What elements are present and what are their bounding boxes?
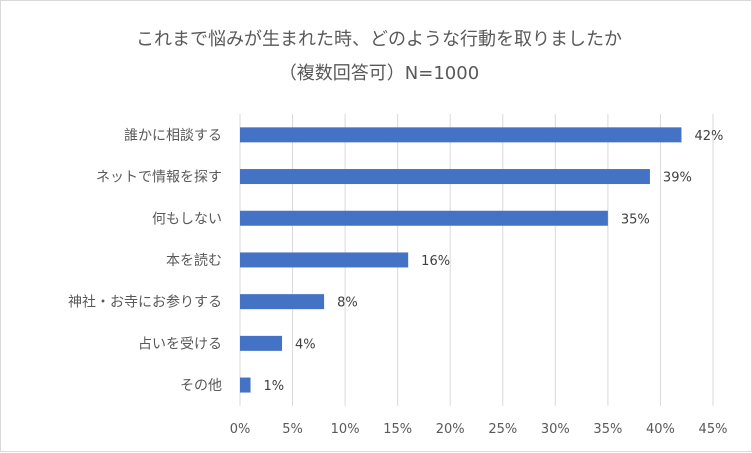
category-label: その他 (180, 378, 222, 394)
data-label: 16% (421, 254, 450, 269)
category-label: 神社・お寺にお参りする (68, 294, 222, 311)
category-label: ネットで情報を探す (96, 170, 222, 186)
bar (240, 335, 283, 351)
x-tick-label: 15% (383, 422, 412, 437)
x-tick-label: 35% (593, 422, 622, 437)
data-label: 4% (295, 337, 316, 352)
category-label: 占いを受ける (138, 336, 222, 352)
gridlines (239, 114, 714, 406)
x-tick-label: 5% (282, 422, 303, 437)
chart-subtitle: （複数回答可）N=1000 (279, 63, 479, 84)
category-label: 本を読む (166, 252, 222, 269)
data-label: 42% (694, 129, 723, 144)
x-tick-labels: 0% 5% 10% 15% 20% 25% 30% 35% 40% 45% (230, 422, 728, 437)
bar (240, 210, 608, 226)
bar (240, 294, 325, 310)
bar (240, 169, 650, 185)
category-label: 誰かに相談する (124, 128, 222, 144)
data-label: 39% (663, 171, 692, 186)
x-tick-label: 20% (436, 422, 465, 437)
bar (240, 377, 251, 393)
x-tick-label: 0% (230, 422, 251, 437)
chart-title: これまで悩みが生まれた時、どのような行動を取りましたか (136, 29, 622, 50)
x-tick-label: 30% (541, 422, 570, 437)
category-label: 何もしない (152, 211, 222, 227)
x-tick-label: 25% (488, 422, 517, 437)
bars (240, 127, 682, 393)
data-label: 8% (337, 296, 358, 311)
bar (240, 252, 409, 268)
data-labels: 42% 39% 35% 16% 8% 4% 1% (264, 129, 724, 394)
x-tick-label: 40% (646, 422, 675, 437)
category-labels: 誰かに相談するネットで情報を探す何もしない本を読む神社・お寺にお参りする占いを受… (68, 128, 222, 394)
bar (240, 127, 682, 143)
x-tick-label: 10% (331, 422, 360, 437)
data-label: 1% (264, 379, 285, 394)
data-label: 35% (621, 212, 650, 227)
x-tick-label: 45% (699, 422, 728, 437)
